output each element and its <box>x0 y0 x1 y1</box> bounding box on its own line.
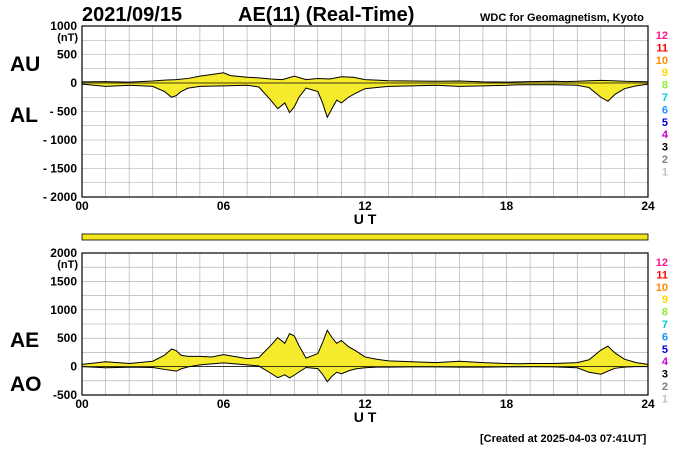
chart1-scale-label: 6 <box>662 104 668 116</box>
data-coverage-bar <box>81 233 649 241</box>
chart1-xtick-label: 24 <box>641 199 655 213</box>
chart2-ytick-label: 1000 <box>50 303 77 317</box>
chart1-scale-label: 9 <box>662 67 668 79</box>
chart1-xtick-label: 12 <box>358 199 372 213</box>
chart1-scale-label: 11 <box>656 42 668 54</box>
chart2-scale-label: 2 <box>662 381 668 393</box>
chart1-fill-area <box>82 72 648 118</box>
chart1-scale-label: 12 <box>656 30 668 42</box>
chart1-x-axis-title: U T <box>354 211 377 227</box>
chart1-ytick-label: 500 <box>57 48 77 62</box>
chart1-ytick-label: 0 <box>70 76 77 90</box>
chart1-series-al <box>81 83 649 119</box>
chart1-ytick-label: - 1500 <box>43 162 77 176</box>
chart1-label-al: AL <box>10 104 38 127</box>
chart2-series-ae <box>81 329 649 365</box>
chart1-scale-label: 7 <box>662 92 668 104</box>
chart2-xtick-label: 06 <box>217 397 231 411</box>
chart2-ytick-label: 1500 <box>50 274 77 288</box>
chart1-ytick-label: - 1000 <box>43 133 77 147</box>
chart1-ytick-label: - 2000 <box>43 190 77 204</box>
chart2-ytick-label: 0 <box>70 360 77 374</box>
chart1-scale-label: 10 <box>656 55 668 67</box>
chart2-label-ae: AE <box>10 329 40 352</box>
chart2-scale-label: 6 <box>662 331 668 343</box>
chart2-scale-label: 10 <box>656 282 668 294</box>
chart1-scale-label: 2 <box>662 154 668 166</box>
chart2-xtick-label: 18 <box>500 397 514 411</box>
chart1-frame <box>81 25 649 198</box>
chart2-scale-label: 5 <box>662 344 668 356</box>
plot-title: AE(11) (Real-Time) <box>238 4 415 26</box>
chart2-y-unit: (nT) <box>57 259 78 271</box>
chart1-ytick-label: - 500 <box>50 105 78 119</box>
chart2-scale-label: 1 <box>662 393 668 405</box>
chart1-scale-label: 1 <box>662 166 668 178</box>
plot-date: 2021/09/15 <box>82 4 183 26</box>
chart1-scale-label: 8 <box>662 80 668 92</box>
chart2-scale-label: 8 <box>662 307 668 319</box>
chart2-x-axis-title: U T <box>354 409 377 425</box>
chart1-ytick-label: 1000 <box>50 19 77 33</box>
chart2-xtick-label: 00 <box>75 397 89 411</box>
chart1-xtick-label: 18 <box>500 199 514 213</box>
chart2-scale-label: 11 <box>656 269 668 281</box>
chart1-series-au <box>81 72 649 83</box>
chart2-ytick-label: 500 <box>57 331 77 345</box>
chart2-scale-label: 4 <box>662 356 669 368</box>
chart1-scale-label: 3 <box>662 142 668 154</box>
chart2-scale-label: 3 <box>662 369 668 381</box>
chart1-scale-label: 4 <box>662 129 669 141</box>
chart2-frame <box>81 252 649 396</box>
chart1-xtick-label: 00 <box>75 199 89 213</box>
chart2-scale-label: 12 <box>656 257 668 269</box>
created-timestamp: [Created at 2025-04-03 07:41UT] <box>480 433 647 445</box>
chart2-xtick-label: 24 <box>641 397 655 411</box>
chart2-scale-label: 9 <box>662 294 668 306</box>
chart2-ytick-label: 2000 <box>50 246 77 260</box>
chart1-scale-label: 5 <box>662 117 668 129</box>
chart2-label-ao: AO <box>10 373 42 396</box>
chart2-ytick-label: -500 <box>53 388 77 402</box>
chart1-y-unit: (nT) <box>57 32 78 44</box>
chart2-xtick-label: 12 <box>358 397 372 411</box>
chart2-scale-label: 7 <box>662 319 668 331</box>
chart1-label-au: AU <box>10 53 41 76</box>
chart1-xtick-label: 06 <box>217 199 231 213</box>
source-credit: WDC for Geomagnetism, Kyoto <box>480 12 644 24</box>
